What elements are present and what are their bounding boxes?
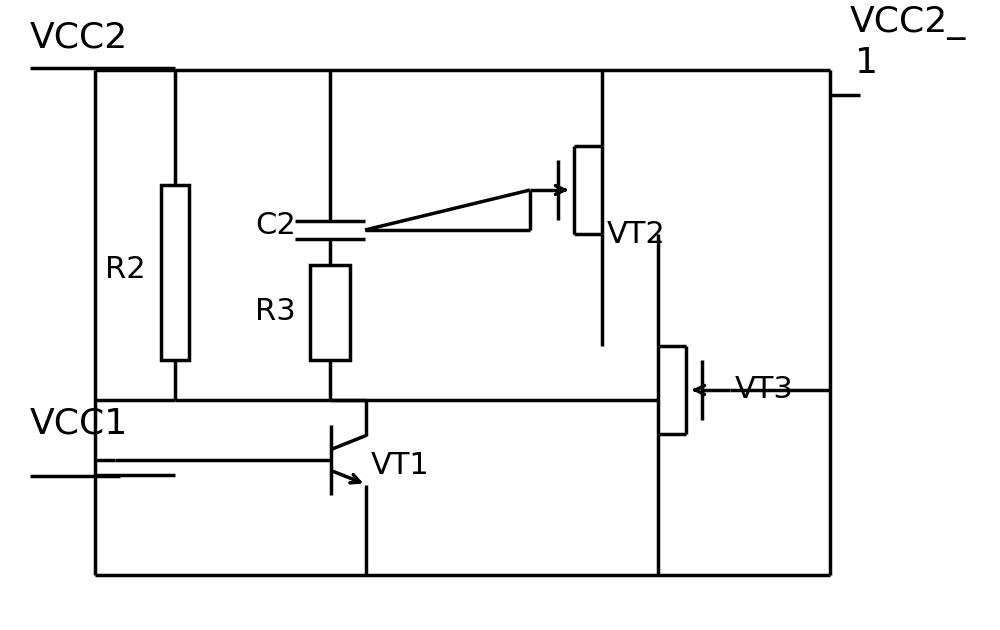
Bar [161, 185, 189, 360]
Text: VCC2_: VCC2_ [850, 6, 966, 40]
Text: VT3: VT3 [735, 375, 794, 404]
Text: C2: C2 [255, 210, 296, 239]
Bar [310, 265, 350, 360]
Text: R3: R3 [255, 297, 296, 326]
Text: R2: R2 [105, 256, 146, 285]
Text: 1: 1 [855, 46, 878, 80]
Text: VT1: VT1 [371, 450, 430, 479]
Text: VCC1: VCC1 [30, 406, 128, 440]
Text: VT2: VT2 [607, 220, 666, 249]
Text: VCC2: VCC2 [30, 21, 128, 55]
